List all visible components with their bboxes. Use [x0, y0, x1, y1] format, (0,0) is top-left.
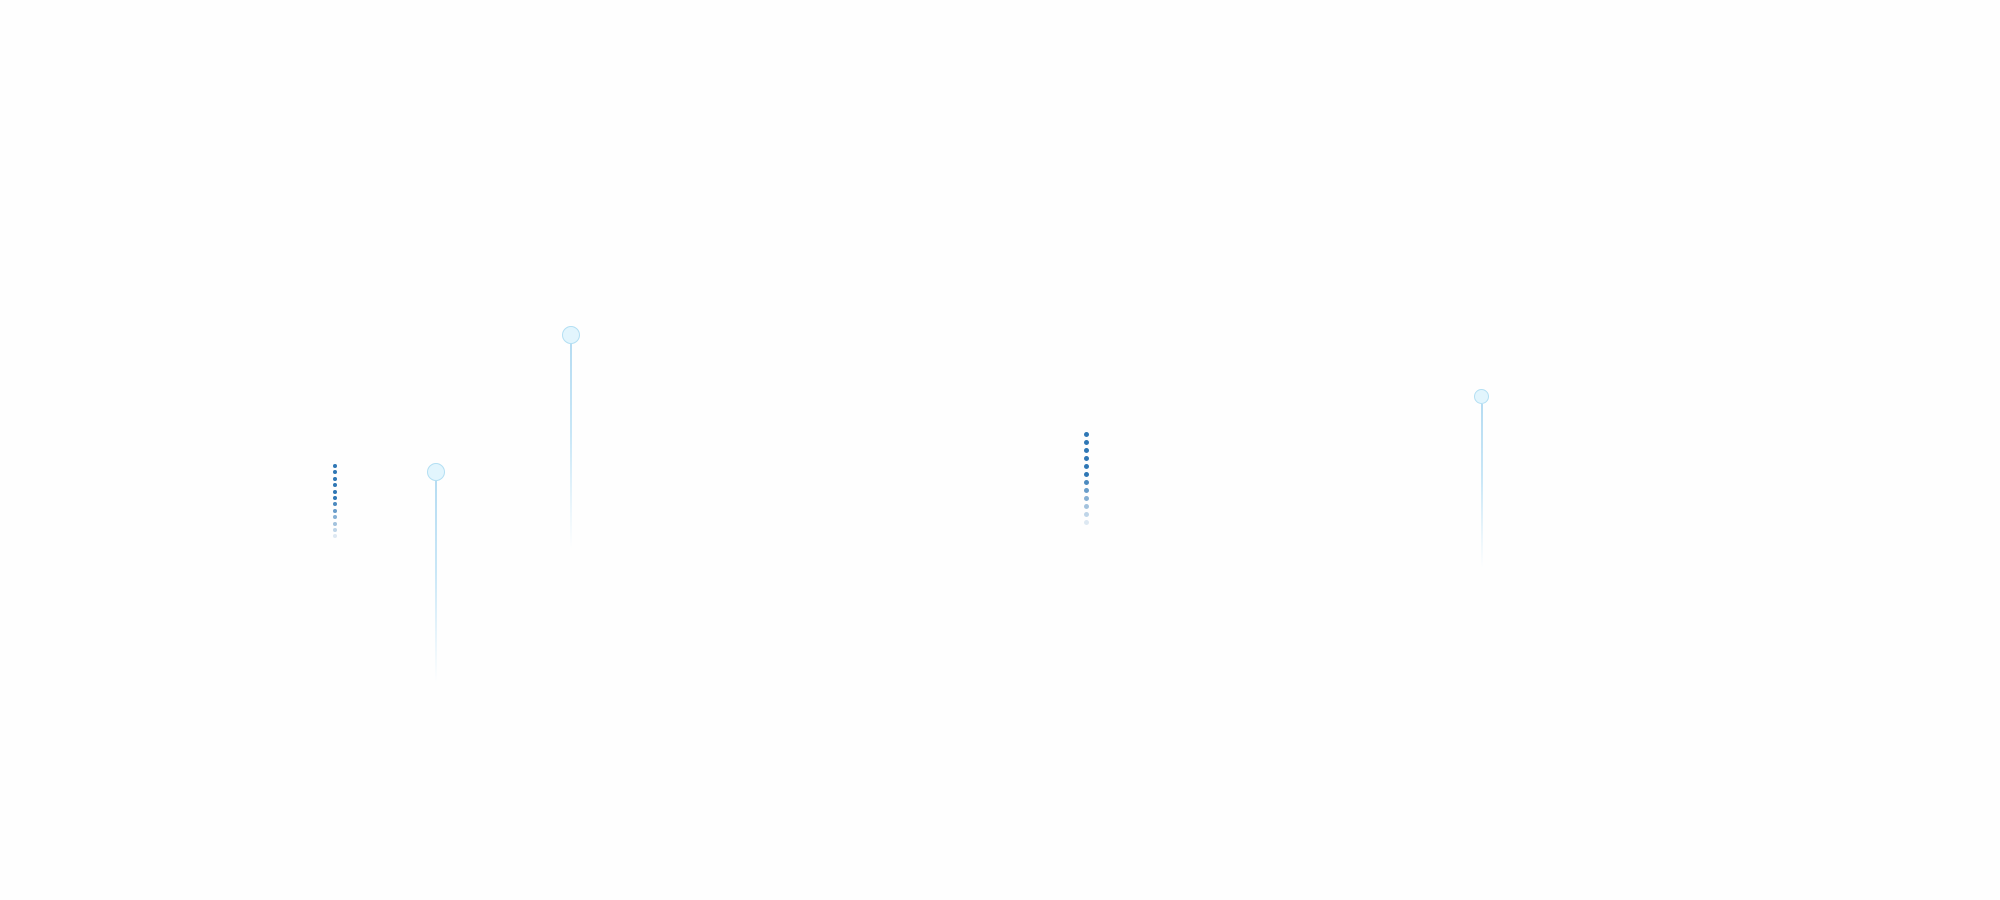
pin-head	[427, 463, 445, 481]
loading-dots-icon	[1084, 432, 1090, 526]
dot	[333, 470, 337, 475]
dot	[1084, 495, 1090, 502]
dot	[333, 489, 337, 494]
pin-stem	[1480, 404, 1483, 568]
dot	[1084, 503, 1090, 510]
dot	[333, 508, 337, 513]
dot	[1084, 487, 1090, 494]
dot	[1084, 447, 1090, 454]
pin-stem	[570, 344, 572, 549]
pin-stem	[435, 481, 437, 683]
dot	[333, 483, 337, 488]
pin-head	[562, 326, 580, 344]
pin-marker-icon	[1474, 389, 1489, 568]
dot	[1084, 463, 1090, 470]
loading-dots-icon	[333, 464, 337, 539]
dot	[1084, 471, 1090, 478]
dot	[333, 534, 337, 539]
dot	[333, 476, 337, 481]
dot	[333, 495, 337, 500]
dot	[333, 521, 337, 526]
dot	[333, 527, 337, 532]
dot	[1084, 519, 1090, 526]
dot	[333, 502, 337, 507]
dot	[1084, 455, 1090, 462]
dot	[333, 464, 337, 468]
dot	[1084, 479, 1090, 486]
dot	[1084, 432, 1090, 438]
dot	[333, 515, 337, 520]
dot	[1084, 439, 1090, 446]
pin-marker-icon	[427, 463, 445, 683]
pin-marker-icon	[562, 326, 580, 549]
pin-head	[1474, 389, 1489, 404]
dot	[1084, 511, 1090, 518]
